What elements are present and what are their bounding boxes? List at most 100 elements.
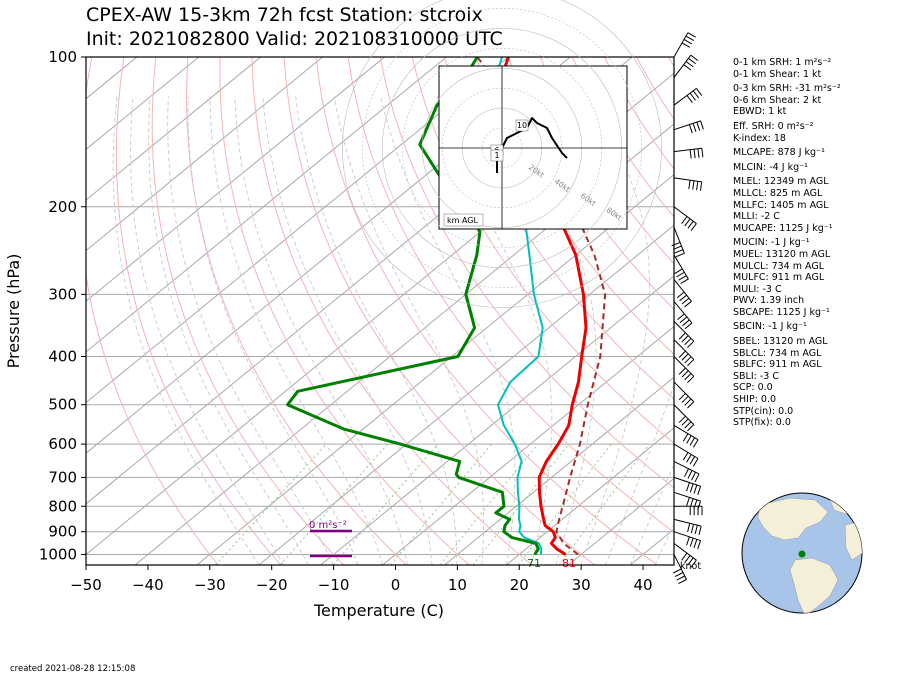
moist-adiabat-line [262, 96, 433, 565]
wind-barb-flag [681, 42, 691, 48]
wind-barb-flag [692, 458, 699, 467]
hodograph-frame [438, 65, 628, 230]
wind-barb-flag [678, 275, 687, 281]
wind-barb [673, 542, 697, 568]
wind-barb-staff [673, 476, 701, 487]
wind-barb [673, 301, 693, 330]
wind-barb-staff [673, 339, 695, 360]
moist-adiabat-line [654, 522, 674, 565]
wind-barb-flag [701, 148, 704, 158]
dry-adiabat-line [379, 57, 674, 489]
surface-temperature-label: 81 [562, 557, 576, 570]
wind-barb [673, 147, 704, 159]
wind-barb-staff [673, 177, 702, 183]
index-line: MUCAPE: 1125 J kg⁻¹ [733, 222, 833, 234]
wind-barb-flag [684, 338, 692, 346]
x-tick-label: −50 [70, 576, 102, 594]
wind-barb-flag [696, 88, 703, 96]
isotherm-line [506, 427, 674, 565]
wind-barb-flag [674, 249, 684, 254]
wind-barb-flag [676, 575, 685, 581]
wind-barb-flag [684, 373, 692, 381]
x-tick-label: −40 [132, 576, 164, 594]
wind-barb-flag [683, 39, 693, 45]
wind-barb-flag [690, 559, 697, 568]
wind-barb-flag [689, 483, 694, 493]
index-line: STP(fix): 0.0 [733, 417, 791, 429]
index-line: SBCIN: -1 J kg⁻¹ [733, 321, 807, 333]
wind-barb-flag [687, 375, 695, 384]
wind-barb-flag [679, 316, 688, 324]
moist-adiabat-line [380, 96, 516, 565]
wind-barb-flag [690, 524, 695, 534]
dry-adiabat-line [411, 57, 674, 444]
index-line: SBEL: 13120 m AGL [733, 336, 828, 348]
y-tick-label: 500 [48, 396, 77, 414]
wind-barb-flag [685, 35, 695, 41]
wind-barb-flag [682, 433, 689, 442]
mixing-ratio-line [558, 443, 650, 565]
index-line: MUCIN: -1 J kg⁻¹ [733, 237, 810, 249]
wind-barb-flag [689, 92, 696, 101]
hodograph-ring [342, 0, 662, 308]
wind-barb-flag [693, 499, 698, 509]
wind-barb-flag [677, 313, 685, 321]
wind-barb [673, 476, 702, 495]
dry-adiabat-line [186, 57, 407, 565]
wind-barb-flag [687, 424, 695, 432]
mixing-ratio-line [439, 443, 539, 565]
dry-adiabat-line [251, 57, 533, 565]
wind-barb [673, 321, 695, 348]
wind-barb-flag [684, 218, 691, 227]
moist-adiabat-line [295, 96, 458, 565]
hodograph-height-box [515, 119, 529, 132]
wind-barb-flag [697, 540, 702, 550]
x-tick-label: 40 [634, 576, 653, 594]
moist-adiabat-line [580, 96, 650, 565]
wind-barb-flag [684, 421, 692, 429]
index-line: MULCL: 734 m AGL [733, 260, 825, 272]
wind-barb-flag [687, 470, 693, 479]
wind-barb-flag [692, 439, 699, 448]
index-line: MLLCL: 825 m AGL [733, 187, 823, 199]
wind-barb [673, 381, 695, 409]
wind-barb-flag [687, 523, 691, 533]
wind-barb [673, 491, 702, 510]
wind-barb-flag [687, 359, 695, 367]
mixing-ratio-line [333, 443, 439, 565]
wind-barb [673, 531, 702, 550]
hodograph-label: km AGL [447, 216, 479, 225]
dry-adiabat-line [475, 57, 674, 356]
y-tick-label: 1000 [39, 545, 77, 563]
wind-barb-staff [673, 32, 689, 58]
wind-barb [673, 88, 703, 106]
hodograph-label-box [443, 213, 484, 227]
moist-adiabat-line [604, 383, 674, 565]
isotherm-line [444, 376, 674, 565]
dry-adiabat-line [151, 57, 344, 565]
wind-barb-flag [691, 471, 696, 481]
wind-barb-flag [684, 322, 693, 330]
wind-barb-staff [673, 321, 695, 342]
mixing-ratio-line [390, 443, 492, 565]
wind-barb-flag [678, 415, 686, 423]
wind-barb [673, 356, 695, 384]
y-axis-label: Pressure (hPa) [4, 254, 23, 369]
index-line: K-index: 18 [733, 132, 786, 144]
plot-frame [85, 56, 675, 566]
isotherm-line [567, 477, 674, 565]
index-line: MLCIN: -4 J kg⁻¹ [733, 161, 808, 173]
wind-barb-staff [673, 518, 702, 527]
wind-barb-flag [685, 61, 694, 68]
wind-barb-flag [681, 216, 688, 224]
wind-barb [672, 554, 687, 584]
wind-barb-flag [684, 555, 691, 563]
wind-barb-flag [681, 395, 689, 403]
stability-indices-panel: 0-1 km SRH: 1 m²s⁻² 0-1 km Shear: 1 kt 0-3… [733, 57, 903, 429]
wind-barb-staff [673, 554, 687, 580]
x-tick-label: −30 [194, 576, 226, 594]
wind-barb-flag [693, 539, 698, 549]
surface-dewpoint-label: 71 [527, 557, 541, 570]
index-line: 0-1 km Shear: 1 kt [733, 68, 822, 80]
y-tick-label: 700 [48, 468, 77, 486]
